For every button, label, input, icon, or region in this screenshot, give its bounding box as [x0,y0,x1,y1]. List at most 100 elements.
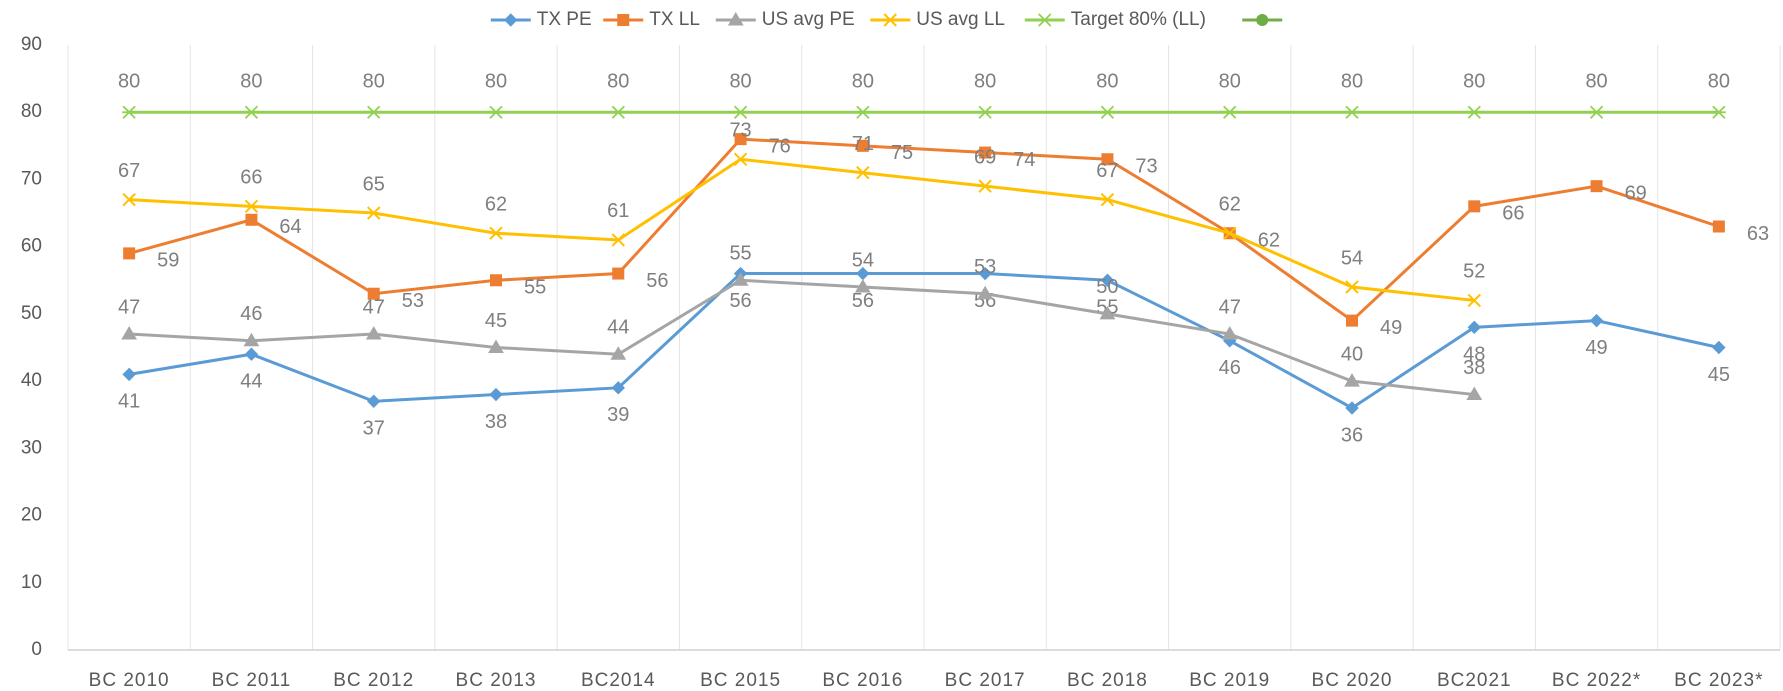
marker [488,339,504,353]
marker [1100,105,1115,119]
data-label: 47 [118,296,140,318]
marker [1711,105,1726,119]
marker [978,179,992,193]
legend-label: US avg LL [916,9,1005,30]
data-label: 46 [240,303,262,325]
data-label: 61 [607,200,629,222]
marker [978,266,992,281]
data-label: 49 [1585,337,1607,359]
marker [1468,200,1481,213]
y-tick-label: 0 [31,639,42,660]
marker [367,287,380,300]
marker [243,332,260,347]
data-label: 59 [157,250,179,272]
marker [610,346,627,360]
data-label: 80 [363,71,385,93]
data-label: 47 [363,296,385,318]
y-tick-label: 10 [21,572,42,593]
legend-label: Target 80% (LL) [1071,9,1206,30]
marker [1099,305,1116,320]
data-label: 62 [485,194,507,216]
marker [855,105,870,119]
data-label: 64 [279,216,301,238]
marker [1345,280,1359,294]
marker [122,367,136,382]
marker [611,381,625,395]
y-tick-label: 90 [21,34,42,55]
marker [244,199,259,214]
y-tick-label: 70 [21,168,42,189]
marker [1346,314,1358,327]
data-label: 80 [729,71,751,93]
marker [611,105,626,119]
marker [1590,180,1603,193]
data-label: 75 [891,142,913,164]
data-label: 80 [607,71,629,93]
marker [1101,153,1114,166]
data-label: 71 [852,133,874,155]
data-label: 74 [1013,149,1035,171]
marker [1344,373,1360,387]
x-tick-label: BC 2011 [212,670,292,691]
marker [727,12,744,26]
marker [1222,105,1237,119]
marker [1467,105,1482,119]
data-label: 53 [402,290,424,312]
data-label: 46 [1219,357,1241,379]
marker [1712,220,1725,233]
data-label: 80 [240,71,262,93]
marker [504,13,518,27]
x-tick-label: BC 2023* [1674,670,1763,691]
marker [611,233,625,247]
data-label: 69 [974,146,996,168]
marker [121,326,138,340]
marker [123,247,136,260]
marker [489,105,503,119]
marker [367,206,381,220]
data-label: 38 [1463,357,1485,379]
legend-marker [1256,14,1269,26]
marker [1345,105,1359,119]
marker [1100,192,1115,207]
data-label: 47 [1219,296,1241,318]
data-label: 80 [974,71,996,93]
y-tick-label: 20 [21,505,42,526]
marker [1037,13,1052,27]
marker [1221,326,1238,340]
marker [489,387,503,402]
data-label: 80 [118,71,140,93]
marker [856,166,870,180]
data-label: 44 [607,317,629,339]
data-label: 80 [485,71,507,93]
data-label: 69 [1625,182,1647,204]
marker [490,274,502,287]
data-label: 76 [769,135,791,157]
data-label: 80 [1463,71,1485,93]
data-label: 56 [646,270,668,292]
data-label: 37 [363,418,385,440]
x-tick-label: BC 2010 [89,670,170,691]
data-label: 55 [729,243,751,265]
x-tick-label: BC 2017 [945,670,1026,691]
marker [977,285,994,300]
legend: TX PE TX LL US avg PE US avg LL Target 80% (… [490,9,1283,30]
data-label: 80 [1708,71,1730,93]
legend-label: TX PE [537,9,592,30]
data-label: 53 [974,256,996,278]
y-tick-label: 40 [21,370,42,391]
data-label: 41 [118,391,140,413]
series-line [128,272,1720,410]
marker [1467,293,1481,308]
x-tick-label: BC 2022* [1552,670,1641,691]
marker [1223,226,1237,240]
series-line [128,137,1720,323]
x-tick-label: BC 2015 [700,670,781,691]
marker [732,272,749,286]
marker [612,267,625,280]
marker [1467,320,1481,335]
data-label: 54 [852,249,874,271]
marker [733,105,748,119]
x-tick-label: BC 2020 [1312,670,1393,691]
marker [978,105,993,119]
data-label: 80 [852,71,874,93]
